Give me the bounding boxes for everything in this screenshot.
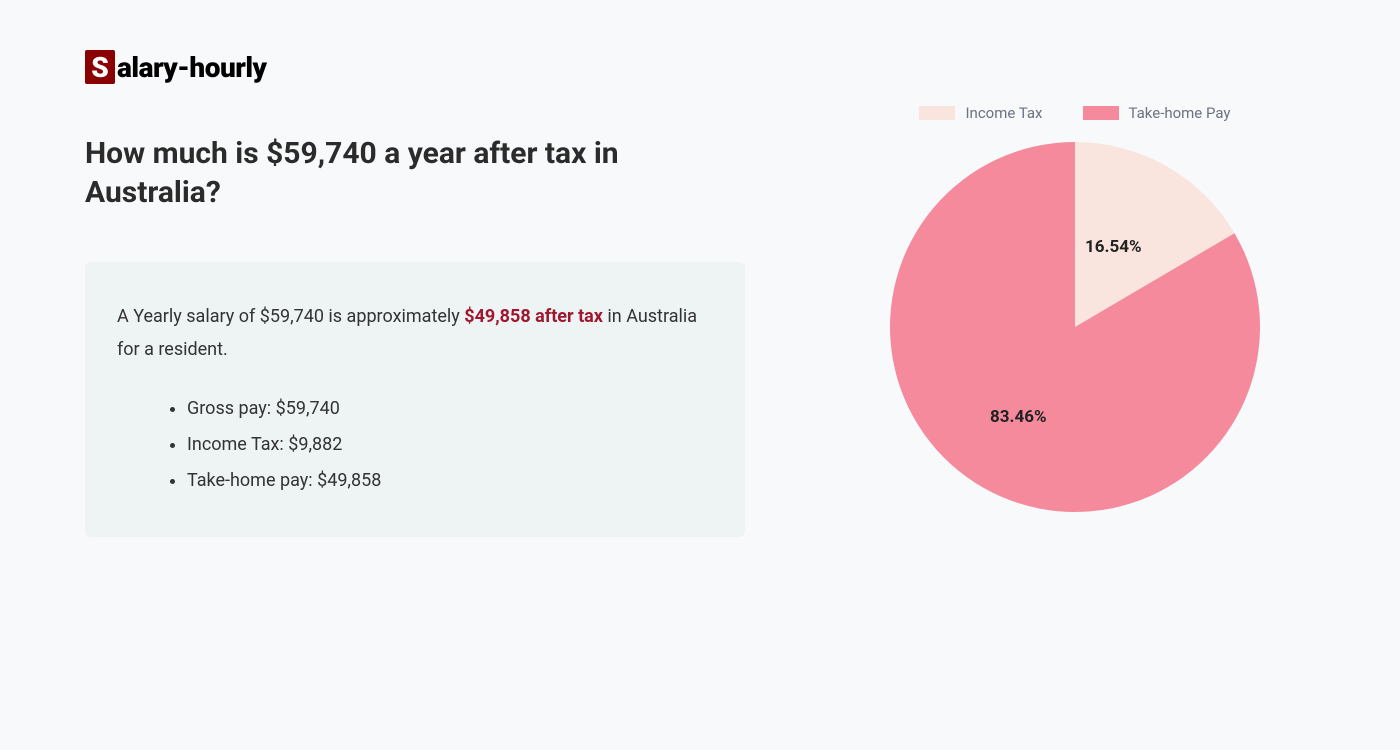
- legend-label: Income Tax: [965, 104, 1042, 122]
- main-content: How much is $59,740 a year after tax in …: [85, 134, 1315, 537]
- chart-legend: Income Tax Take-home Pay: [919, 104, 1230, 122]
- slice-label-income-tax: 16.54%: [1085, 237, 1142, 257]
- slice-label-take-home: 83.46%: [990, 407, 1047, 427]
- right-column: Income Tax Take-home Pay 16.54% 83.46%: [835, 104, 1315, 537]
- summary-prefix: A Yearly salary of $59,740 is approximat…: [117, 306, 464, 327]
- list-item: Gross pay: $59,740: [187, 391, 705, 427]
- breakdown-list: Gross pay: $59,740 Income Tax: $9,882 Ta…: [117, 391, 705, 499]
- list-item: Income Tax: $9,882: [187, 427, 705, 463]
- pie-chart: 16.54% 83.46%: [890, 142, 1260, 512]
- legend-swatch: [1083, 106, 1119, 120]
- logo-initial: S: [85, 50, 115, 84]
- page-heading: How much is $59,740 a year after tax in …: [85, 134, 745, 212]
- legend-swatch: [919, 106, 955, 120]
- summary-text: A Yearly salary of $59,740 is approximat…: [117, 300, 705, 367]
- list-item: Take-home pay: $49,858: [187, 463, 705, 499]
- legend-item-income-tax: Income Tax: [919, 104, 1042, 122]
- brand-logo: S alary-hourly: [85, 50, 1315, 84]
- legend-label: Take-home Pay: [1129, 104, 1231, 122]
- summary-card: A Yearly salary of $59,740 is approximat…: [85, 262, 745, 537]
- summary-highlight: $49,858 after tax: [464, 306, 603, 327]
- pie-svg: [890, 142, 1260, 512]
- logo-text: alary-hourly: [117, 51, 267, 84]
- legend-item-take-home: Take-home Pay: [1083, 104, 1231, 122]
- left-column: How much is $59,740 a year after tax in …: [85, 134, 745, 537]
